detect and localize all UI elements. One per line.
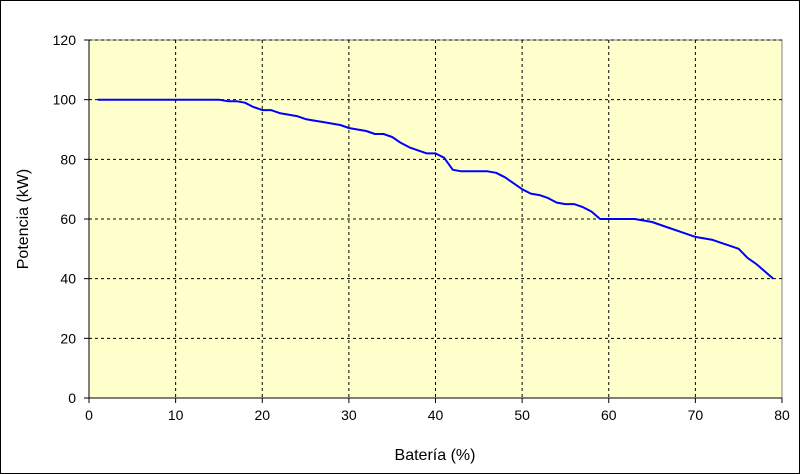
y-tick-label: 0 — [68, 390, 76, 406]
y-tick-label: 60 — [60, 211, 76, 227]
y-tick-label: 80 — [60, 151, 76, 167]
y-tick-label: 40 — [60, 271, 76, 287]
x-tick-label: 70 — [688, 407, 704, 423]
x-tick-label: 80 — [774, 407, 790, 423]
series-line — [97, 98, 774, 280]
x-tick-label: 20 — [254, 407, 270, 423]
y-tick-label: 20 — [60, 330, 76, 346]
x-axis-ticks: 0 10 20 30 40 50 60 70 80 — [85, 398, 790, 423]
x-tick-label: 50 — [514, 407, 530, 423]
x-tick-label: 60 — [601, 407, 617, 423]
y-axis-title: Potencia (kW) — [15, 169, 32, 269]
y-axis-ticks: 0 20 40 60 80 100 120 — [53, 32, 89, 406]
x-tick-label: 40 — [428, 407, 444, 423]
y-tick-label: 120 — [53, 32, 77, 48]
y-tick-label: 100 — [53, 92, 77, 108]
x-axis-title: Batería (%) — [395, 447, 476, 464]
x-tick-label: 0 — [85, 407, 93, 423]
x-tick-label: 10 — [168, 407, 184, 423]
x-tick-label: 30 — [341, 407, 357, 423]
